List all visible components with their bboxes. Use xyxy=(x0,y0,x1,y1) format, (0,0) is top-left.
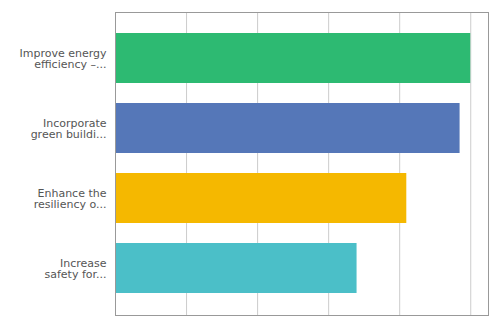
svg-text:Improve energyefficiency –...: Improve energyefficiency –... xyxy=(19,47,107,71)
svg-text:Incorporategreen buildi...: Incorporategreen buildi... xyxy=(31,117,107,141)
svg-text:Increasesafety for...: Increasesafety for... xyxy=(44,257,106,281)
svg-text:Enhance theresiliency o...: Enhance theresiliency o... xyxy=(34,187,107,211)
